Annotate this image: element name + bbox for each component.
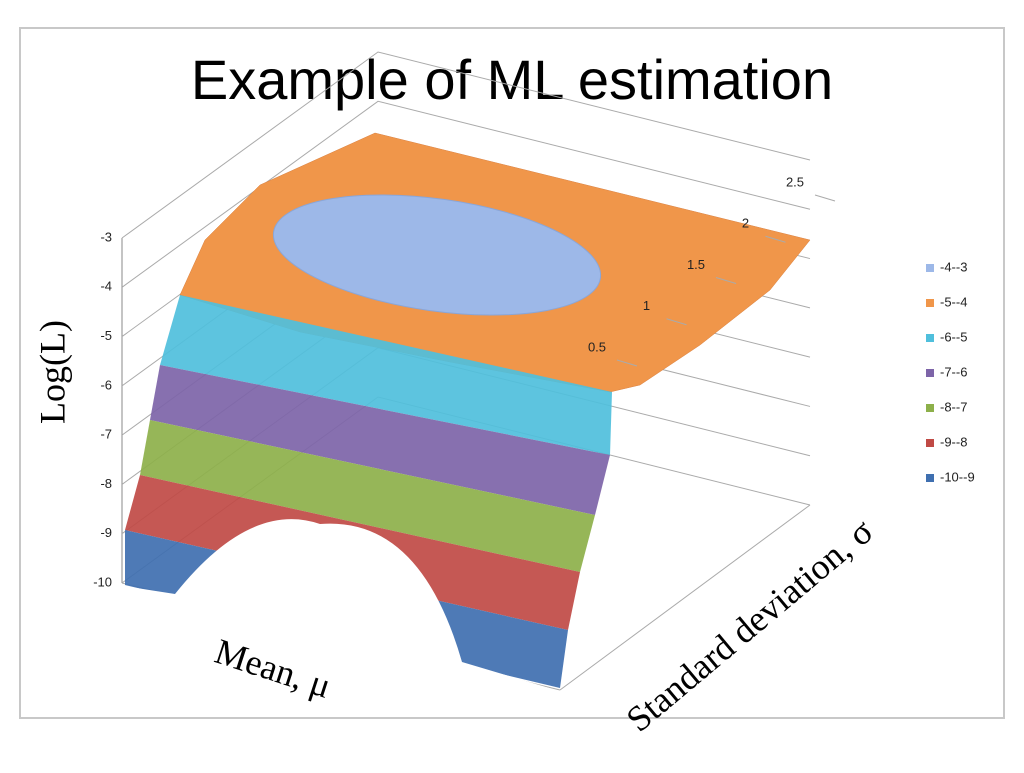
legend-swatch [926,334,934,342]
legend-swatch [926,369,934,377]
y-tick-label: 2.5 [786,174,804,189]
slide-frame [19,27,1005,719]
y-axis-label: Standard deviation, σ [619,511,881,740]
legend-swatch [926,264,934,272]
z-tick-label: -9 [100,525,112,540]
legend-label: -5--4 [940,294,967,309]
legend-label: -6--5 [940,329,967,344]
legend-label: -9--8 [940,434,967,449]
y-tick-label: 1.5 [687,257,705,272]
z-tick-label: -4 [100,279,112,294]
grid-line [715,277,737,284]
surface-peak [272,194,602,316]
legend-label: -4--3 [940,259,967,274]
legend-swatch [926,404,934,412]
y-tick-label: 0.5 [588,339,606,354]
legend-label: -8--7 [940,399,967,414]
y-tick-label: 2 [742,216,749,231]
y-tick-label: 1 [643,298,650,313]
surface-band [160,295,612,455]
legend-label: -7--6 [940,364,967,379]
z-tick-label: -8 [100,476,112,491]
grid-line [616,359,638,367]
surface-arch [124,519,556,712]
chart-title: Example of ML estimation [191,48,833,111]
grid-line [765,235,786,243]
z-tick-label: -5 [100,328,112,343]
surface-band [140,420,595,572]
legend-label: -10--9 [940,469,975,484]
grid-line [666,318,687,326]
z-tick-label: -10 [93,574,112,589]
grid-line [121,100,811,288]
grid-line [121,51,811,239]
z-tick-label: -3 [100,229,112,244]
surface-band [150,365,610,515]
z-tick-label: -6 [100,377,112,392]
legend-swatch [926,474,934,482]
grid-line [814,194,836,202]
floor-edge [559,504,811,691]
plot-area: -3 -4 -5 -6 -7 -8 -9 -10 0.5 1 1.5 2 2.5 -4--3 -5--4 -6… [93,51,975,712]
z-axis-label: Log(L) [32,320,72,424]
z-tick-label: -7 [100,427,112,442]
legend-swatch [926,299,934,307]
legend-swatch [926,439,934,447]
